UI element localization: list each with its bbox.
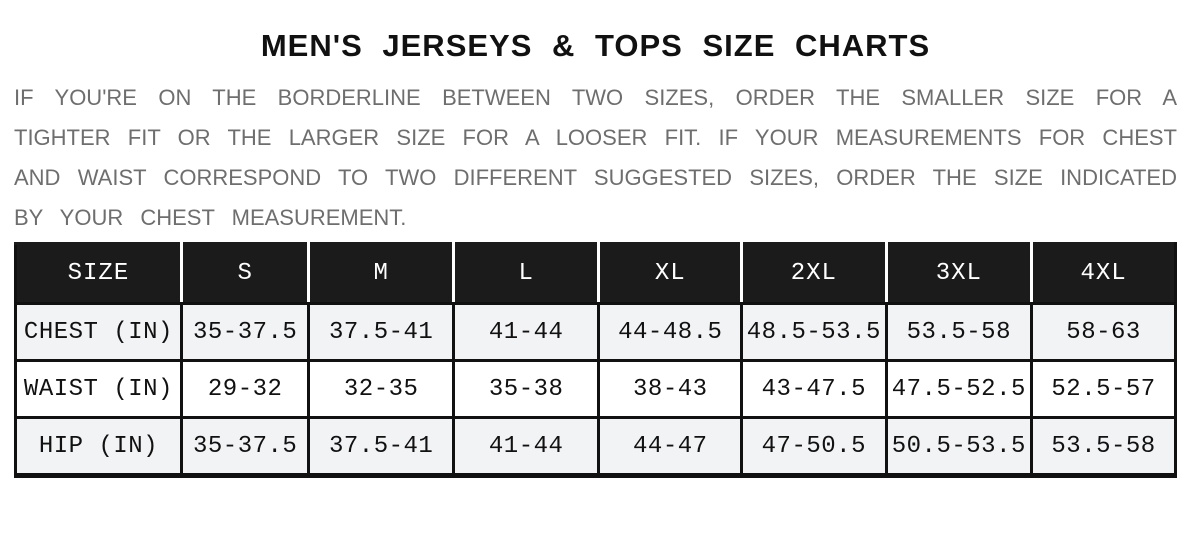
cell-chest-xl: 44-48.5 [597,302,744,362]
size-chart-page: MEN'S JERSEYS & TOPS SIZE CHARTS IF YOU'… [0,28,1191,478]
cell-waist-s: 29-32 [179,359,311,419]
col-header-size: SIZE [14,242,183,305]
cell-hip-3xl: 50.5-53.5 [884,416,1034,477]
row-label-hip: HIP (IN) [14,416,183,477]
intro-line: AND WAIST CORRESPOND TO TWO DIFFERENT SU… [14,165,1177,190]
col-header-l: L [451,242,601,305]
cell-hip-xl: 44-47 [597,416,744,477]
cell-chest-2xl: 48.5-53.5 [740,302,888,362]
cell-chest-3xl: 53.5-58 [884,302,1034,362]
intro-line: BY YOUR CHEST MEASUREMENT. [14,205,407,230]
row-label-waist: WAIST (IN) [14,359,183,419]
header-row: SIZE S M L XL 2XL 3XL 4XL [14,242,1177,305]
col-header-3xl: 3XL [884,242,1034,305]
table-row-hip: HIP (IN) 35-37.5 37.5-41 41-44 44-47 47-… [14,416,1177,477]
cell-chest-l: 41-44 [451,302,601,362]
cell-hip-2xl: 47-50.5 [740,416,888,477]
col-header-m: M [307,242,455,305]
cell-hip-l: 41-44 [451,416,601,477]
cell-hip-4xl: 53.5-58 [1030,416,1177,477]
col-header-4xl: 4XL [1030,242,1177,305]
page-title: MEN'S JERSEYS & TOPS SIZE CHARTS [260,28,931,63]
row-label-chest: CHEST (IN) [14,302,183,362]
size-chart-table: SIZE S M L XL 2XL 3XL 4XL CHEST (IN) 35-… [14,242,1177,478]
cell-hip-m: 37.5-41 [307,416,455,477]
cell-waist-xl: 38-43 [597,359,744,419]
table-row-chest: CHEST (IN) 35-37.5 37.5-41 41-44 44-48.5… [14,302,1177,362]
cell-chest-4xl: 58-63 [1030,302,1177,362]
col-header-2xl: 2XL [740,242,888,305]
cell-chest-m: 37.5-41 [307,302,455,362]
cell-waist-m: 32-35 [307,359,455,419]
intro-paragraph: IF YOU'RE ON THE BORDERLINE BETWEEN TWO … [14,78,1177,238]
cell-waist-2xl: 43-47.5 [740,359,888,419]
cell-waist-4xl: 52.5-57 [1030,359,1177,419]
cell-hip-s: 35-37.5 [179,416,311,477]
table-row-waist: WAIST (IN) 29-32 32-35 35-38 38-43 43-47… [14,359,1177,419]
cell-waist-l: 35-38 [451,359,601,419]
col-header-xl: XL [597,242,744,305]
cell-waist-3xl: 47.5-52.5 [884,359,1034,419]
col-header-s: S [179,242,311,305]
intro-line: IF YOU'RE ON THE BORDERLINE BETWEEN TWO … [14,85,1177,110]
cell-chest-s: 35-37.5 [179,302,311,362]
intro-line: TIGHTER FIT OR THE LARGER SIZE FOR A LOO… [14,125,1177,150]
